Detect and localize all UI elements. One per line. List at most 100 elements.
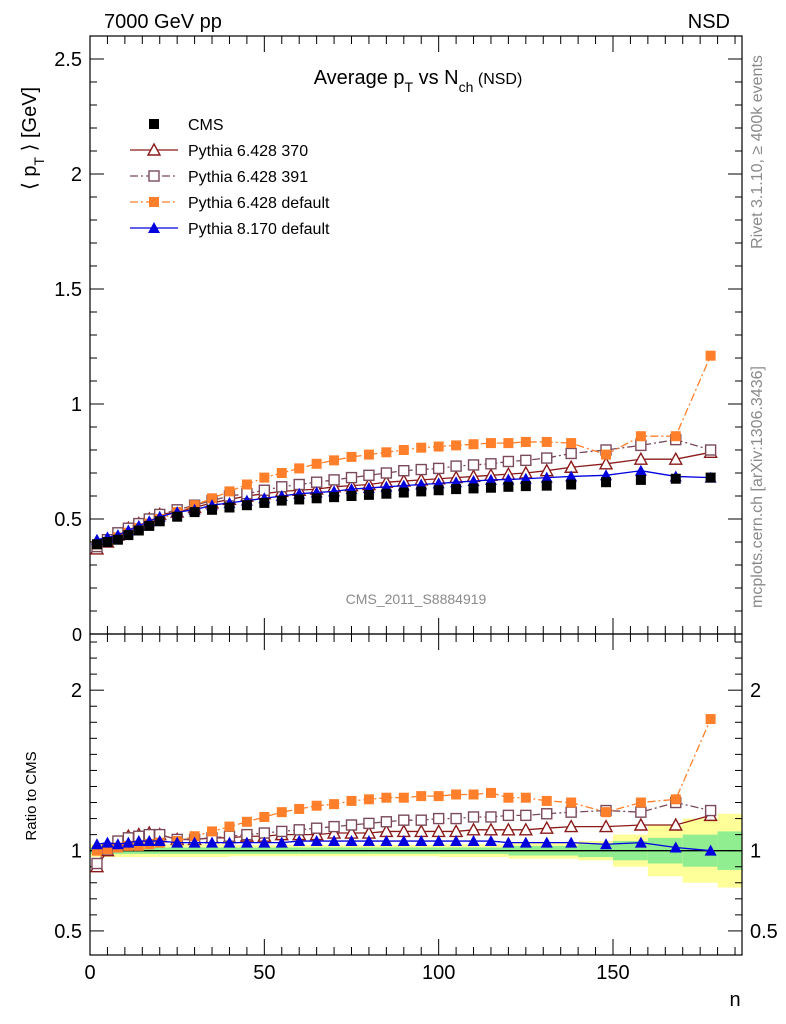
- main-pythia-6-428-default-point: [566, 438, 577, 449]
- main-cms-point: [601, 477, 612, 488]
- main-cms-point: [154, 516, 165, 527]
- ratio-pythia-8-170-default-point: [328, 835, 341, 847]
- main-pythia-6-428-default-point: [346, 451, 357, 462]
- ratio-pythia-6-428-default-point: [189, 831, 200, 842]
- ratio-pythia-8-170-default-point: [450, 835, 463, 847]
- main-cms-point: [635, 474, 646, 485]
- ratio-pythia-6-428-370-point: [668, 817, 683, 831]
- ratio-pythia-8-170-default-point: [223, 836, 236, 848]
- ratio-pythia-6-428-391-point: [310, 822, 323, 834]
- ratio-pythia-8-170-default-point: [540, 836, 553, 848]
- main-cms-point: [670, 473, 681, 484]
- ratio-panel-frame: [89, 633, 743, 956]
- main-pythia-6-428-default-point: [241, 479, 252, 490]
- legend-pythia-8-170-default-marker: [148, 222, 160, 233]
- ratio-pythia-6-428-391-point: [565, 806, 577, 818]
- main-cms-point: [381, 488, 392, 499]
- legend-pythia-6-428-370-marker: [146, 142, 162, 156]
- ratio-pythia-6-428-default-point: [520, 792, 531, 803]
- x-tick-label: 0: [84, 962, 95, 984]
- ratio-pythia-8-170-default-point: [90, 838, 103, 850]
- ratio-pythia-6-428-391-point: [91, 857, 103, 870]
- ratio-pythia-6-428-370-point: [466, 822, 481, 836]
- ratio-pythia-8-170-default-point: [132, 835, 145, 847]
- main-pythia-8-170-default-point: [467, 475, 480, 487]
- main-pythia-6-428-391-point: [380, 467, 393, 479]
- ratio-pythia-6-428-default-point: [276, 807, 287, 818]
- ratio-pythia-6-428-391-point: [380, 816, 393, 828]
- y-axis-label-ratio: Ratio to CMS: [23, 751, 40, 840]
- ratio-pythia-6-428-370-point: [518, 822, 534, 836]
- ratio-pythia-6-428-370-point: [501, 822, 516, 836]
- main-pythia-6-428-default-point: [635, 431, 646, 442]
- ratio-pythia-6-428-default-point: [705, 714, 716, 725]
- main-pythia-8-170-default-point: [519, 472, 532, 484]
- ratio-y-tick-label: 1: [71, 841, 82, 863]
- ratio-pythia-6-428-default-point: [91, 845, 102, 856]
- main-pythia-6-428-default-point: [224, 486, 235, 497]
- ratio-pythia-6-428-default-point: [485, 787, 496, 798]
- main-cms-point: [224, 502, 235, 513]
- main-pythia-8-170-default-point: [484, 473, 497, 485]
- main-cms-point: [566, 479, 577, 490]
- ratio-pythia-6-428-370-point: [563, 819, 579, 833]
- ratio-pythia-6-428-391-point: [345, 819, 358, 831]
- main-pythia-8-170-default-point: [634, 464, 647, 476]
- main-cms-point: [189, 507, 200, 518]
- mcplots-info: mcplots.cern.ch [arXiv:1306.3436]: [749, 366, 766, 608]
- x-tick-label: 50: [253, 962, 275, 984]
- legend-pythia-8-170-default-label: Pythia 8.170 default: [188, 221, 330, 238]
- ratio-pythia-8-170-default-point: [600, 838, 613, 850]
- y-axis-label-main: ⟨ pT ⟩ [GeV]: [19, 87, 47, 190]
- ratio-pythia-8-170-default-point: [484, 835, 497, 847]
- legend-cms-label: CMS: [188, 117, 224, 134]
- ratio-pythia-8-170-default-point: [467, 835, 480, 847]
- main-cms-point: [346, 491, 357, 501]
- header-left: 7000 GeV pp: [104, 11, 222, 33]
- ratio-pythia-6-428-370-point: [539, 820, 554, 834]
- main-pythia-6-428-391-point: [520, 454, 532, 467]
- ratio-pythia-6-428-default-point: [102, 844, 113, 855]
- main-cms-point: [451, 484, 462, 495]
- y-tick-label: 1: [71, 394, 82, 416]
- ratio-pythia-8-170-default-point: [153, 835, 166, 847]
- ratio-pythia-8-170-default-point: [704, 844, 717, 856]
- ratio-pythia-6-428-default-point: [398, 792, 409, 803]
- main-pythia-6-428-default-point: [276, 468, 287, 478]
- ratio-pythia-6-428-391-point: [450, 812, 462, 825]
- ratio-pythia-8-170-default-point: [122, 836, 135, 848]
- ratio-pythia-8-170-default-point: [101, 836, 114, 848]
- ratio-pythia-8-170-default-point: [111, 838, 124, 850]
- ratio-pythia-6-428-default-line: [96, 718, 712, 852]
- header-right: NSD: [688, 11, 730, 33]
- ratio-pythia-6-428-default-point: [503, 792, 514, 803]
- x-axis-label: n: [729, 989, 740, 1011]
- title-mid: vs N: [413, 67, 459, 89]
- ratio-pythia-6-428-default-point: [207, 826, 218, 837]
- main-pythia-8-170-default-point: [502, 473, 515, 485]
- main-cms-point: [133, 525, 144, 536]
- ratio-pythia-6-428-391-point: [502, 809, 515, 822]
- legend-pythia-6-428-default-marker: [149, 197, 159, 207]
- y-tick-label: 0: [72, 625, 82, 645]
- ratio-pythia-6-428-391-point: [432, 812, 445, 825]
- main-pythia-6-428-default-point: [485, 438, 496, 449]
- main-cms-point: [416, 486, 427, 497]
- main-cms-point: [91, 539, 102, 550]
- ratio-pythia-6-428-default-point: [635, 797, 646, 808]
- title-sub1: T: [405, 79, 414, 95]
- ratio-pythia-6-428-default-point: [381, 792, 392, 803]
- main-cms-point: [259, 497, 270, 508]
- main-pythia-6-428-default-point: [363, 449, 374, 460]
- ratio-pythia-6-428-391-point: [276, 825, 288, 838]
- main-cms-point: [485, 482, 496, 493]
- legend-pythia-6-428-default-label: Pythia 6.428 default: [188, 195, 330, 212]
- ratio-pythia-6-428-391-point: [398, 814, 410, 826]
- ratio-pythia-6-428-default-point: [541, 795, 552, 806]
- main-pythia-6-428-391-point: [415, 463, 427, 476]
- main-pythia-6-428-default-point: [601, 449, 612, 460]
- ratio-pythia-8-170-default-point: [310, 835, 323, 847]
- ratio-pythia-6-428-default-point: [259, 811, 270, 822]
- main-pythia-6-428-default-point: [670, 431, 681, 442]
- main-pythia-6-428-391-point: [704, 444, 717, 456]
